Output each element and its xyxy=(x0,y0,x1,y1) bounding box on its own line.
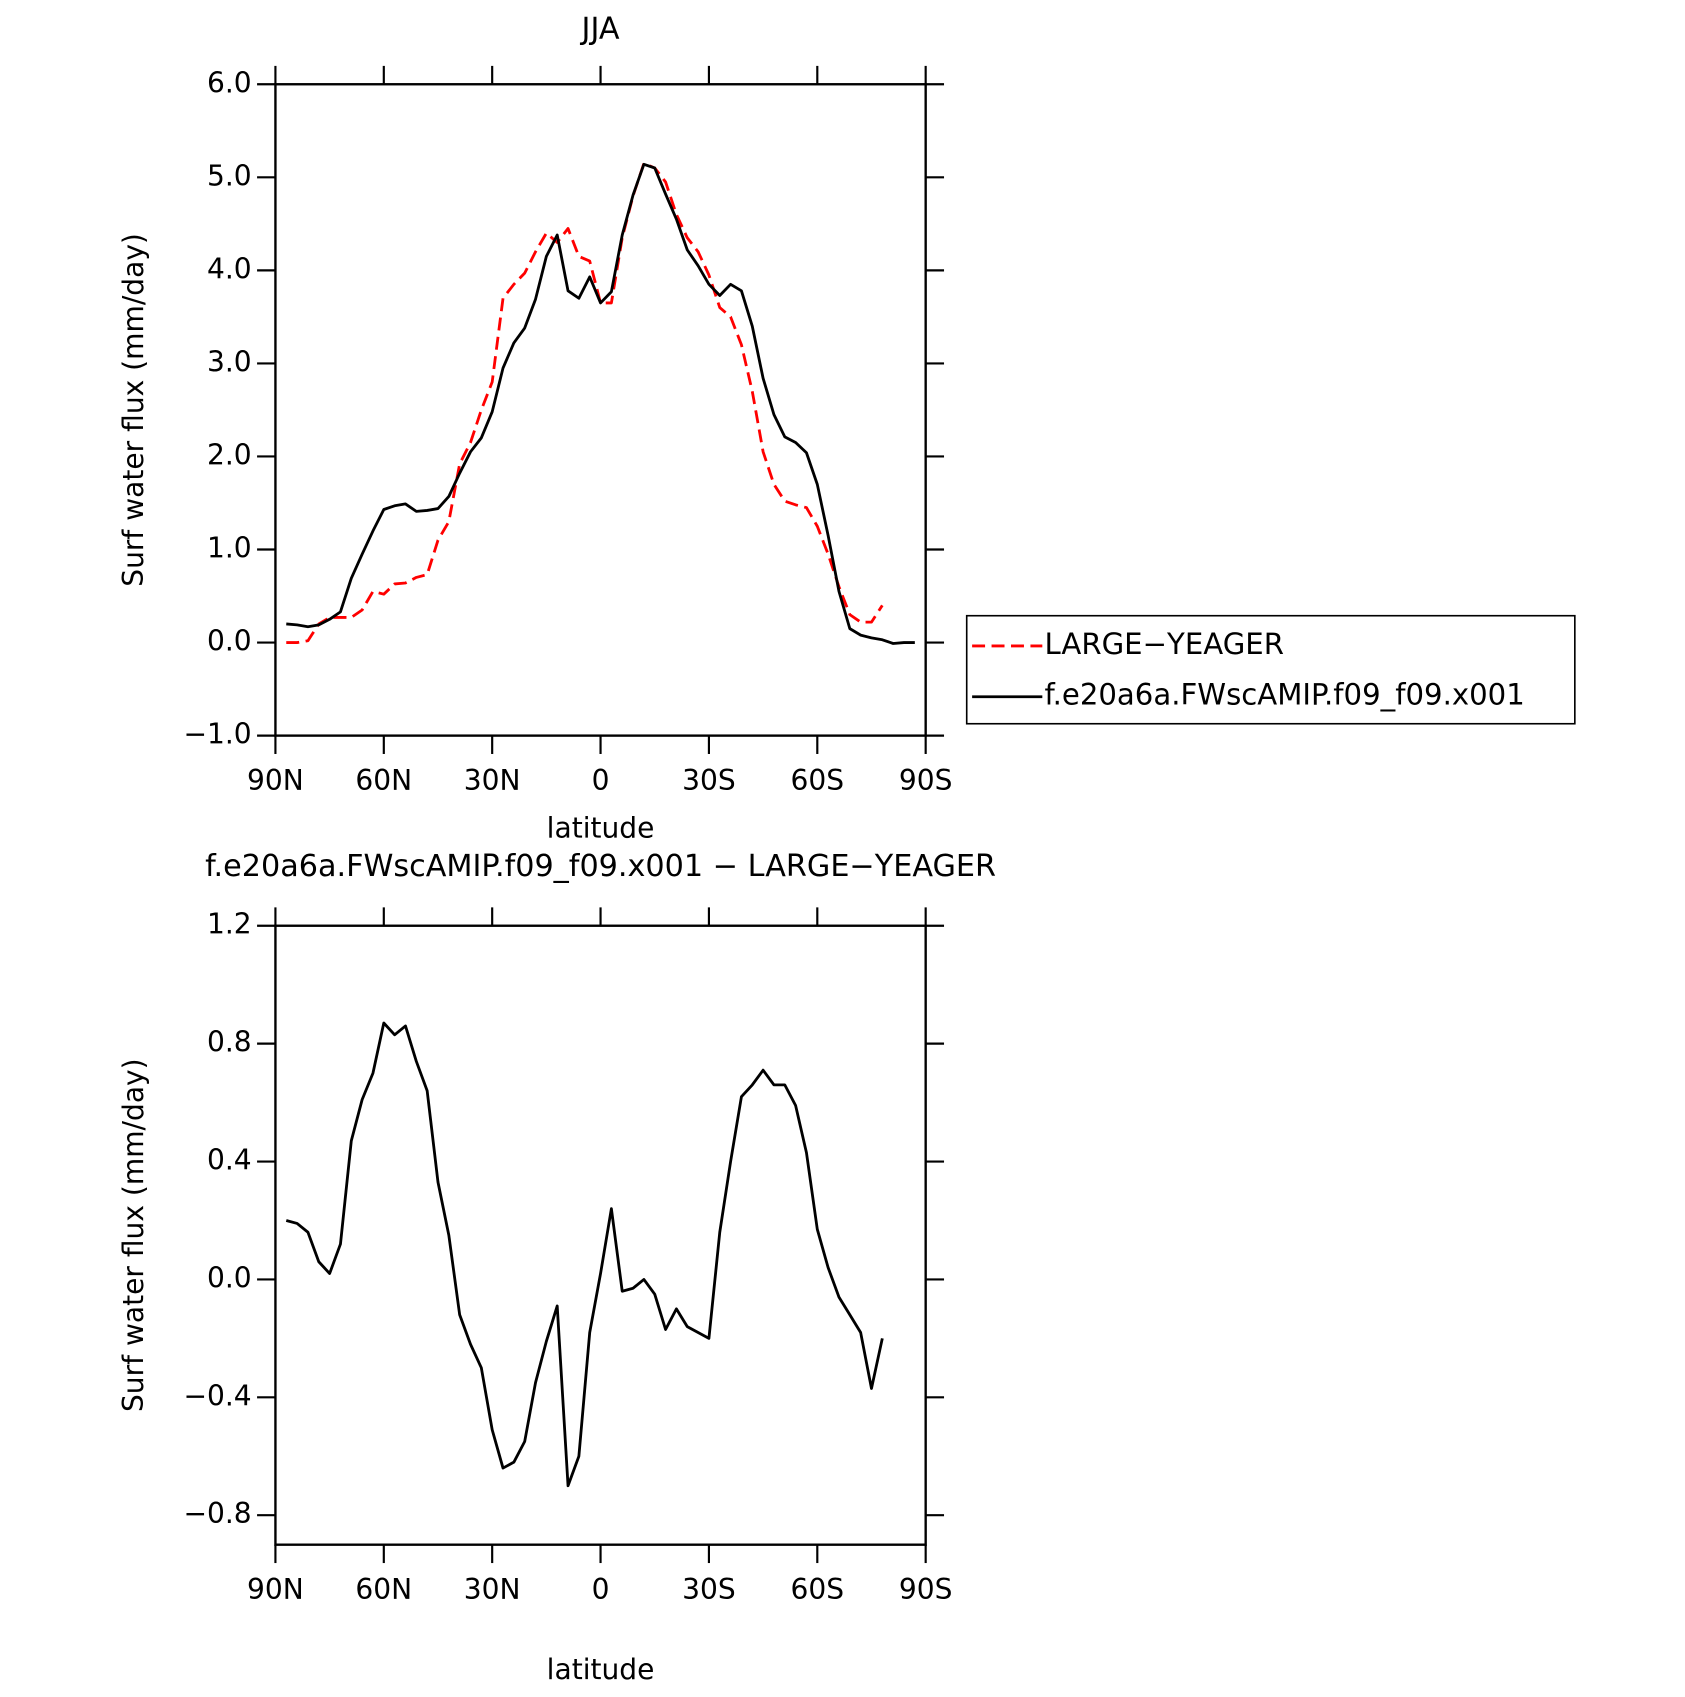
x-tick-label: 30S xyxy=(682,1573,736,1606)
y-tick-label: 2.0 xyxy=(207,438,252,471)
x-tick-label: 90N xyxy=(247,764,304,797)
data-line xyxy=(286,161,884,644)
y-axis-label: Surf water flux (mm/day) xyxy=(117,233,150,587)
y-tick-label: 0.0 xyxy=(207,1261,252,1294)
data-line xyxy=(286,162,915,645)
y-tick-label: 3.0 xyxy=(207,345,252,378)
y-tick-label: −1.0 xyxy=(183,718,251,751)
y-tick-label: −0.8 xyxy=(183,1497,251,1530)
x-tick-label: 60N xyxy=(355,764,412,797)
plot-frame xyxy=(274,83,927,737)
y-tick-label: 4.0 xyxy=(207,252,252,285)
y-axis-label: Surf water flux (mm/day) xyxy=(117,1058,150,1412)
y-tick-label: 5.0 xyxy=(207,159,252,192)
x-axis-label: latitude xyxy=(547,1653,655,1686)
x-tick-label: 60S xyxy=(791,764,845,797)
chart-title: f.e20a6a.FWscAMIP.f09_f09.x001 − LARGE−Y… xyxy=(205,849,996,884)
x-tick-label: 90N xyxy=(247,1573,304,1606)
legend-box xyxy=(965,614,1576,725)
x-tick-label: 30N xyxy=(464,764,521,797)
x-tick-label: 60N xyxy=(355,1573,412,1606)
data-line xyxy=(285,1021,884,1488)
legend-label: f.e20a6a.FWscAMIP.f09_f09.x001 xyxy=(1044,678,1524,712)
chart-title: JJA xyxy=(580,12,620,47)
y-tick-label: 0.8 xyxy=(207,1026,252,1059)
y-tick-label: 6.0 xyxy=(207,66,252,99)
x-tick-label: 90S xyxy=(899,1573,953,1606)
x-tick-label: 30S xyxy=(682,764,736,797)
x-tick-label: 0 xyxy=(592,1573,610,1606)
x-tick-label: 30N xyxy=(464,1573,521,1606)
plot-frame xyxy=(274,924,927,1546)
x-tick-label: 0 xyxy=(592,764,610,797)
y-tick-label: 1.0 xyxy=(207,532,252,565)
x-tick-label: 90S xyxy=(899,764,953,797)
y-tick-label: 0.0 xyxy=(207,625,252,658)
y-tick-label: 1.2 xyxy=(207,908,252,941)
x-axis-label: latitude xyxy=(547,812,655,845)
legend-label: LARGE−YEAGER xyxy=(1044,627,1283,661)
x-tick-label: 60S xyxy=(791,1573,845,1606)
y-tick-label: 0.4 xyxy=(207,1144,252,1177)
y-tick-label: −0.4 xyxy=(183,1379,251,1412)
